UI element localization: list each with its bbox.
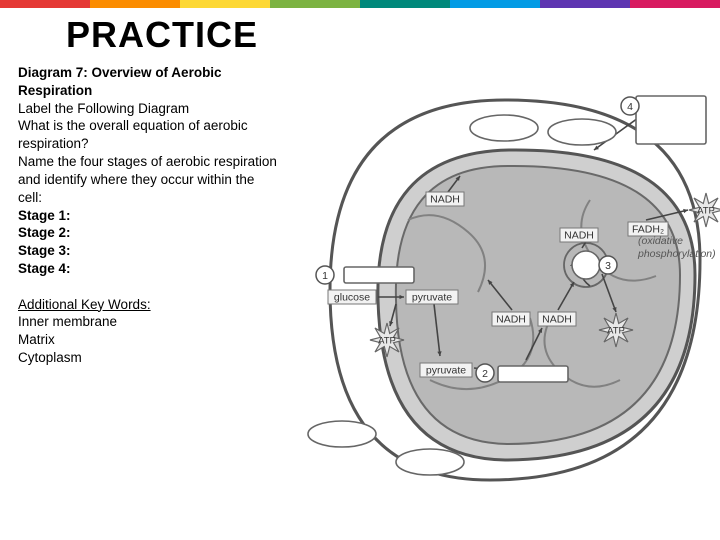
kw-2: Matrix [18,331,280,349]
svg-text:1: 1 [322,270,328,282]
svg-text:NADH: NADH [430,194,460,206]
addl-heading: Additional Key Words: [18,296,280,314]
cell-diagram: glucose pyruvate pyruvate NADH NADH NADH NADH F… [290,60,720,490]
svg-text:glucose: glucose [334,292,370,304]
stage-3: Stage 3: [18,242,280,260]
svg-text:ATP: ATP [378,335,396,346]
svg-text:2: 2 [482,368,488,380]
instr-2: What is the overall equation of aerobic … [18,117,280,153]
svg-text:ATP: ATP [697,205,715,216]
kw-3: Cytoplasm [18,349,280,367]
rainbow-stripe [0,0,720,8]
stage-2: Stage 2: [18,224,280,242]
text-column: Diagram 7: Overview of Aerobic Respirati… [18,64,280,367]
svg-text:FADH₂: FADH₂ [632,224,664,236]
stage-4: Stage 4: [18,260,280,278]
svg-text:NADH: NADH [542,314,572,326]
stage-1: Stage 1: [18,207,280,225]
instr-1: Label the Following Diagram [18,100,280,118]
svg-text:pyruvate: pyruvate [412,292,452,304]
kw-1: Inner membrane [18,313,280,331]
svg-text:(oxidative: (oxidative [638,235,683,247]
page-title: PRACTICE [66,14,258,56]
svg-text:phosphorylation): phosphorylation) [637,248,716,260]
diagram-heading: Diagram 7: Overview of Aerobic Respirati… [18,64,280,100]
instr-3: Name the four stages of aerobic respirat… [18,153,280,206]
svg-text:NADH: NADH [564,230,594,242]
svg-text:ATP: ATP [607,325,625,336]
svg-text:pyruvate: pyruvate [426,365,466,377]
svg-text:NADH: NADH [496,314,526,326]
svg-text:4: 4 [627,101,633,113]
svg-text:3: 3 [605,260,611,272]
